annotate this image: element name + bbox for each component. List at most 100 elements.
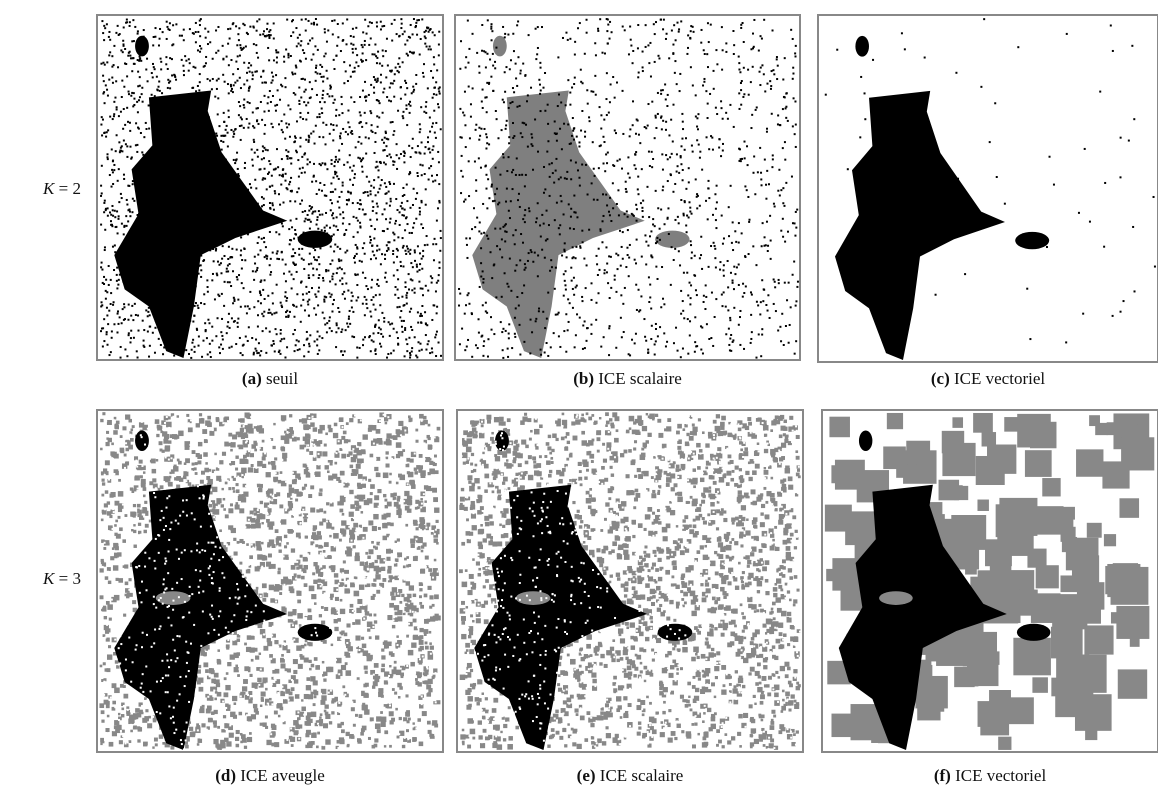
noise-dot (679, 90, 681, 92)
noise-dot (716, 201, 718, 203)
noise-dot (512, 188, 514, 190)
noise-dot (415, 152, 417, 154)
noise-dot (160, 163, 162, 165)
noise-dot (357, 231, 359, 233)
noise-dot (233, 133, 235, 135)
noise-dot (525, 174, 527, 176)
noise-dot (191, 285, 193, 287)
noise-dot (260, 208, 262, 210)
noise-dot (308, 263, 310, 265)
noise-dot (425, 323, 427, 325)
noise-dot (209, 351, 211, 353)
noise-dot (657, 113, 659, 115)
noise-dot (567, 329, 569, 331)
noise-dot (494, 193, 496, 195)
noise-dot (338, 158, 340, 160)
noise-dot (253, 43, 255, 45)
noise-dot (648, 301, 650, 303)
noise-dot (732, 280, 734, 282)
gray-region (162, 742, 165, 745)
noise-dot (208, 116, 210, 118)
noise-dot (323, 55, 325, 57)
noise-dot (288, 183, 290, 185)
noise-dot (354, 71, 356, 73)
noise-dot (171, 202, 173, 204)
noise-dot (651, 166, 653, 168)
noise-dot (541, 214, 543, 216)
noise-dot (116, 280, 118, 282)
noise-dot (351, 292, 353, 294)
noise-dot (345, 70, 347, 72)
gray-region (389, 473, 392, 476)
noise-dot (231, 317, 233, 319)
noise-dot (415, 355, 417, 357)
noise-dot (312, 240, 314, 242)
noise-dot (422, 164, 424, 166)
noise-dot (594, 175, 596, 177)
noise-dot (239, 337, 241, 339)
noise-dot (281, 223, 283, 225)
noise-dot (395, 220, 397, 222)
noise-dot (313, 176, 315, 178)
gray-region (324, 542, 329, 547)
noise-dot (337, 36, 339, 38)
noise-dot (488, 143, 490, 145)
noise-dot (233, 297, 235, 299)
noise-dot (656, 241, 658, 243)
noise-dot (267, 96, 269, 98)
noise-dot (1029, 338, 1031, 340)
noise-dot (102, 32, 104, 34)
noise-dot (400, 261, 402, 263)
noise-dot (139, 178, 141, 180)
noise-dot (143, 218, 145, 220)
noise-dot (409, 311, 411, 313)
noise-dot (351, 170, 353, 172)
noise-dot (955, 72, 957, 74)
noise-dot (106, 314, 108, 316)
gray-region (275, 669, 280, 674)
noise-dot (428, 167, 430, 169)
noise-dot (294, 135, 296, 137)
noise-dot (305, 18, 307, 20)
noise-dot (379, 63, 381, 65)
noise-dot (740, 89, 742, 91)
noise-dot (273, 312, 275, 314)
noise-dot (734, 230, 736, 232)
noise-dot (228, 213, 230, 215)
noise-dot (572, 130, 574, 132)
noise-dot (315, 67, 317, 69)
noise-dot (604, 170, 606, 172)
noise-dot (149, 326, 151, 328)
noise-dot (714, 257, 716, 259)
noise-dot (586, 32, 588, 34)
noise-dot (666, 341, 668, 343)
noise-dot (594, 75, 596, 77)
gray-region (405, 694, 408, 697)
noise-dot (481, 50, 483, 52)
noise-dot (321, 112, 323, 114)
noise-dot (290, 35, 292, 37)
noise-dot (347, 161, 349, 163)
noise-dot (308, 299, 310, 301)
noise-dot (494, 200, 496, 202)
noise-dot (317, 49, 319, 51)
noise-dot (290, 219, 292, 221)
noise-dot (433, 259, 435, 261)
noise-dot (111, 77, 113, 79)
noise-dot (333, 129, 335, 131)
noise-dot (119, 316, 121, 318)
noise-dot (434, 87, 436, 89)
noise-dot (696, 193, 698, 195)
noise-dot (317, 216, 319, 218)
noise-dot (235, 25, 237, 27)
noise-dot (367, 195, 369, 197)
noise-dot (793, 97, 795, 99)
noise-dot (930, 226, 932, 228)
noise-dot (385, 132, 387, 134)
noise-dot (217, 261, 219, 263)
noise-dot (369, 242, 371, 244)
noise-dot (417, 311, 419, 313)
noise-dot (773, 278, 775, 280)
noise-dot (193, 108, 195, 110)
noise-dot (605, 153, 607, 155)
